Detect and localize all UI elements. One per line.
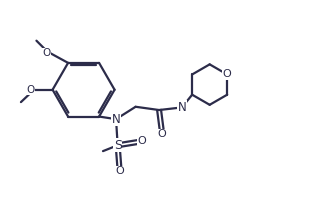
- Text: O: O: [223, 69, 232, 79]
- Text: S: S: [114, 139, 122, 152]
- Text: O: O: [26, 85, 35, 95]
- Text: O: O: [157, 129, 166, 139]
- Text: O: O: [137, 136, 146, 146]
- Text: O: O: [42, 48, 50, 58]
- Text: O: O: [115, 166, 124, 176]
- Text: N: N: [112, 113, 120, 126]
- Text: N: N: [178, 101, 186, 114]
